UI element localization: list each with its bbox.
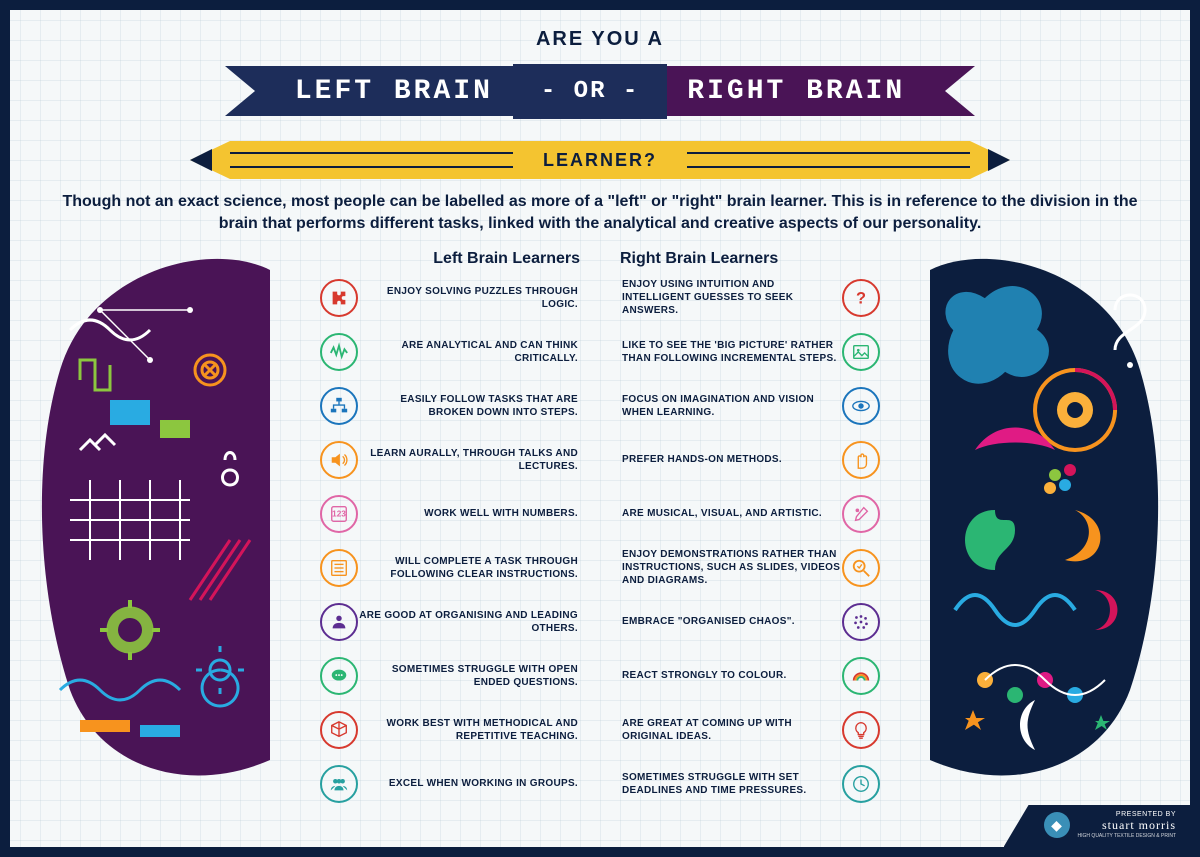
right-item: Sometimes struggle with set deadlines an… — [610, 760, 880, 808]
left-item-text: Are good at organising and leading other… — [358, 609, 590, 635]
right-item-text: React strongly to colour. — [610, 669, 842, 682]
left-item: Enjoy solving puzzles through logic. — [320, 274, 590, 322]
left-item-text: Work well with numbers. — [358, 507, 590, 520]
main-columns: Left Brain Learners Enjoy solving puzzle… — [10, 250, 1190, 814]
left-item-text: Sometimes struggle with open ended quest… — [358, 663, 590, 689]
pretitle: ARE YOU A — [10, 28, 1190, 51]
left-column-title: Left Brain Learners — [320, 250, 590, 268]
right-item-text: Enjoy demonstrations rather than instruc… — [610, 548, 842, 587]
clock-icon — [842, 765, 880, 803]
speaker-icon — [320, 441, 358, 479]
footer-sub: HIGH QUALITY TEXTILE DESIGN & PRINT — [1078, 833, 1176, 839]
right-item: Are musical, visual, and artistic. — [610, 490, 880, 538]
right-item: React strongly to colour. — [610, 652, 880, 700]
intro-text: Though not an exact science, most people… — [60, 191, 1140, 236]
right-column-title: Right Brain Learners — [610, 250, 880, 268]
learner-label: LEARNER? — [513, 150, 687, 171]
ribbon-row: LEFT BRAIN - OR - RIGHT BRAIN — [10, 61, 1190, 121]
right-item: Are great at coming up with original ide… — [610, 706, 880, 754]
flowchart-icon — [320, 387, 358, 425]
right-item: Like to see the 'big picture' rather tha… — [610, 328, 880, 376]
picture-icon — [842, 333, 880, 371]
left-item: Sometimes struggle with open ended quest… — [320, 652, 590, 700]
hand-icon — [842, 441, 880, 479]
footer-badge: ◆ PRESENTED BY stuart morris HIGH QUALIT… — [1004, 805, 1190, 847]
right-item: Enjoy using intuition and intelligent gu… — [610, 274, 880, 322]
lists-container: Left Brain Learners Enjoy solving puzzle… — [305, 250, 895, 814]
footer-name: stuart morris — [1078, 818, 1176, 833]
left-item-text: Will complete a task through following c… — [358, 555, 590, 581]
right-brain-illustration — [895, 250, 1190, 814]
right-item: Prefer hands-on methods. — [610, 436, 880, 484]
left-item: Work well with numbers. — [320, 490, 590, 538]
left-item: Easily follow tasks that are broken down… — [320, 382, 590, 430]
numbers-icon — [320, 495, 358, 533]
left-ribbon: LEFT BRAIN — [255, 66, 533, 116]
left-column: Left Brain Learners Enjoy solving puzzle… — [320, 250, 590, 814]
magnify-icon — [842, 549, 880, 587]
right-item-text: Are great at coming up with original ide… — [610, 717, 842, 743]
header: ARE YOU A LEFT BRAIN - OR - RIGHT BRAIN … — [10, 10, 1190, 236]
pencil-divider: LEARNER? — [190, 141, 1010, 179]
left-item-text: Work best with methodical and repetitive… — [358, 717, 590, 743]
left-item-text: Easily follow tasks that are broken down… — [358, 393, 590, 419]
or-box: - OR - — [513, 64, 667, 119]
left-item: Will complete a task through following c… — [320, 544, 590, 592]
footer-logo-icon: ◆ — [1044, 812, 1070, 838]
right-ribbon: RIGHT BRAIN — [647, 66, 945, 116]
right-item: Focus on imagination and vision when lea… — [610, 382, 880, 430]
right-item-text: Embrace "organised chaos". — [610, 615, 842, 628]
list-icon — [320, 549, 358, 587]
right-column: Right Brain Learners Enjoy using intuiti… — [610, 250, 880, 814]
speech-icon — [320, 657, 358, 695]
dots-icon — [842, 603, 880, 641]
left-item: Are good at organising and leading other… — [320, 598, 590, 646]
left-item: Learn aurally, through talks and lecture… — [320, 436, 590, 484]
left-brain-illustration — [10, 250, 305, 814]
eye-icon — [842, 387, 880, 425]
right-item-text: Enjoy using intuition and intelligent gu… — [610, 278, 842, 317]
left-item-text: Learn aurally, through talks and lecture… — [358, 447, 590, 473]
rainbow-icon — [842, 657, 880, 695]
group-icon — [320, 765, 358, 803]
right-item-text: Are musical, visual, and artistic. — [610, 507, 842, 520]
left-item: Excel when working in groups. — [320, 760, 590, 808]
wave-icon — [320, 333, 358, 371]
right-item: Enjoy demonstrations rather than instruc… — [610, 544, 880, 592]
right-item: Embrace "organised chaos". — [610, 598, 880, 646]
right-item-text: Focus on imagination and vision when lea… — [610, 393, 842, 419]
right-item-text: Sometimes struggle with set deadlines an… — [610, 771, 842, 797]
left-item: Work best with methodical and repetitive… — [320, 706, 590, 754]
left-item-text: Enjoy solving puzzles through logic. — [358, 285, 590, 311]
question-icon — [842, 279, 880, 317]
right-item-text: Prefer hands-on methods. — [610, 453, 842, 466]
left-item-text: Excel when working in groups. — [358, 777, 590, 790]
art-icon — [842, 495, 880, 533]
bulb-icon — [842, 711, 880, 749]
cube-icon — [320, 711, 358, 749]
left-item-text: Are analytical and can think critically. — [358, 339, 590, 365]
footer-presented: PRESENTED BY — [1078, 811, 1176, 818]
right-item-text: Like to see the 'big picture' rather tha… — [610, 339, 842, 365]
left-item: Are analytical and can think critically. — [320, 328, 590, 376]
puzzle-icon — [320, 279, 358, 317]
leader-icon — [320, 603, 358, 641]
